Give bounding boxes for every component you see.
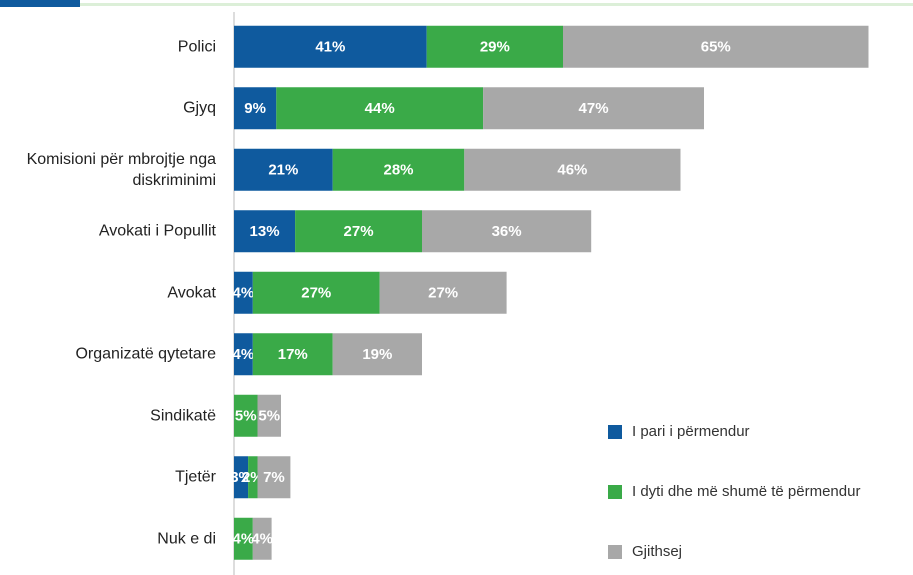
category-label: Gjyq	[183, 99, 216, 117]
bar-segment	[257, 394, 281, 437]
category-label: Polici	[177, 38, 216, 56]
value-label: 4%	[233, 285, 255, 302]
category-label: Organizatë qytetare	[75, 345, 216, 363]
category-label: Avokati i Popullit	[98, 222, 216, 240]
value-label: 27%	[301, 285, 331, 302]
bar-segment	[234, 456, 249, 499]
bar-segment	[295, 210, 422, 253]
bar-segment	[234, 210, 296, 253]
bar-segment	[332, 333, 422, 376]
bar-segment	[426, 25, 563, 68]
header-accent	[0, 0, 80, 7]
value-label: 5%	[258, 408, 280, 425]
legend-label: Gjithsej	[632, 543, 682, 560]
bar-segment	[234, 25, 427, 68]
value-label: 36%	[492, 223, 522, 240]
value-label: 46%	[557, 162, 587, 179]
value-label: 13%	[250, 223, 280, 240]
bar-segment	[483, 87, 704, 130]
bar-segment	[234, 333, 253, 376]
category-label: Nuk e di	[157, 530, 216, 548]
bar-segment	[464, 148, 681, 191]
category-label: Komisioni për mbrojtje nga diskriminimi	[26, 150, 216, 189]
bar-segment	[563, 25, 869, 68]
value-label: 28%	[383, 162, 413, 179]
value-label: 29%	[480, 39, 510, 56]
category-label: Avokat	[167, 284, 216, 302]
value-label: 9%	[244, 100, 266, 117]
bar-segment	[252, 271, 380, 314]
legend-label: I pari i përmendur	[632, 423, 750, 440]
header-rule	[80, 3, 913, 6]
legend-swatch	[608, 545, 622, 559]
bar-segment	[252, 517, 272, 560]
bar-segment	[332, 148, 465, 191]
category-label: Sindikatë	[150, 407, 216, 425]
bar-segment	[234, 148, 333, 191]
value-label: 41%	[315, 39, 345, 56]
value-label: 4%	[251, 531, 273, 548]
value-label: 44%	[365, 100, 395, 117]
bar-segment	[379, 271, 507, 314]
value-label: 27%	[344, 223, 374, 240]
bar-segment	[234, 87, 277, 130]
value-label: 3%	[230, 469, 252, 486]
bar-segment	[248, 456, 258, 499]
value-label: 65%	[701, 39, 731, 56]
value-label: 17%	[278, 346, 308, 363]
bar-segment	[234, 271, 253, 314]
value-label: 7%	[263, 469, 285, 486]
legend-swatch	[608, 425, 622, 439]
legend-swatch	[608, 485, 622, 499]
value-label: 19%	[362, 346, 392, 363]
bar-segment	[422, 210, 592, 253]
value-label: 4%	[233, 346, 255, 363]
bar-segment	[276, 87, 484, 130]
value-label: 27%	[428, 285, 458, 302]
category-label: Tjetër	[175, 468, 216, 486]
value-label: 21%	[268, 162, 298, 179]
legend-label: I dyti dhe më shumë të përmendur	[632, 483, 860, 500]
value-label: 47%	[579, 100, 609, 117]
value-label: 4%	[233, 531, 255, 548]
bar-segment	[234, 517, 253, 560]
value-label: 5%	[235, 408, 257, 425]
bar-segment	[234, 394, 258, 437]
bar-segment	[257, 456, 291, 499]
bar-segment	[252, 333, 333, 376]
